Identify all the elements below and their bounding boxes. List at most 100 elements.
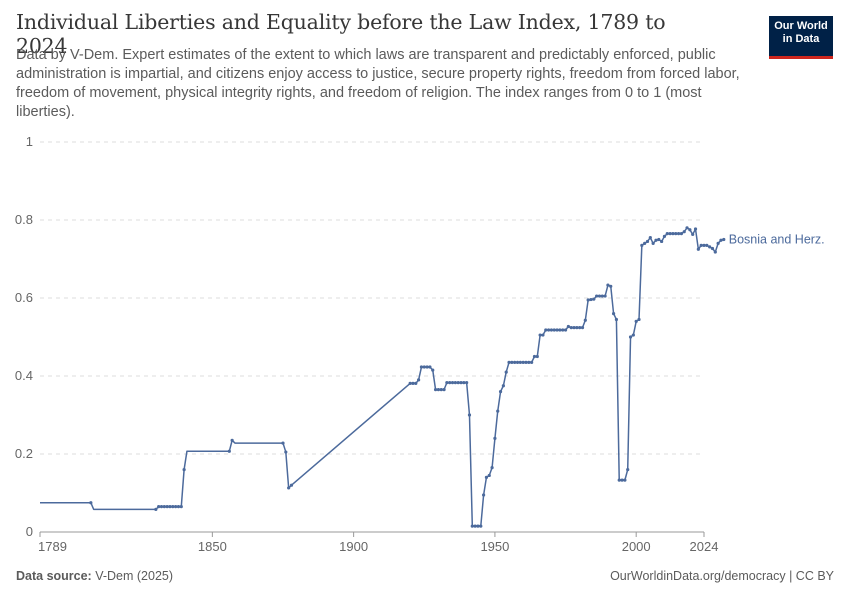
x-tick-label: 2000 <box>622 539 651 554</box>
data-point <box>510 360 514 364</box>
data-point <box>665 232 669 236</box>
data-point <box>693 227 698 231</box>
data-point <box>227 449 231 453</box>
x-tick-label: 1900 <box>339 539 368 554</box>
data-point <box>433 388 438 392</box>
data-point <box>287 486 291 490</box>
data-point <box>428 365 432 369</box>
data-point <box>411 381 415 386</box>
data-point <box>662 234 667 238</box>
data-point <box>708 245 712 249</box>
data-point <box>716 241 720 245</box>
data-point <box>702 243 706 247</box>
data-point <box>442 388 446 392</box>
x-tick-label: 1950 <box>480 539 509 554</box>
data-point <box>710 246 715 251</box>
data-point <box>530 360 534 364</box>
data-point <box>657 237 661 242</box>
y-tick-label: 0 <box>26 524 33 539</box>
data-point <box>606 283 610 287</box>
data-point <box>538 333 542 337</box>
data-point <box>679 232 683 236</box>
data-point <box>623 478 627 482</box>
data-point <box>660 239 664 244</box>
data-point <box>722 237 726 242</box>
data-point <box>544 328 548 332</box>
data-point <box>408 381 412 386</box>
data-point <box>182 468 186 472</box>
data-point <box>668 232 672 236</box>
data-point <box>676 232 681 236</box>
series-label: Bosnia and Herz. <box>729 233 825 247</box>
data-point <box>592 297 596 301</box>
data-point <box>589 297 593 302</box>
data-point <box>417 378 421 382</box>
data-point <box>682 230 686 234</box>
data-point <box>422 365 426 369</box>
data-point <box>473 524 477 528</box>
data-point <box>89 501 93 505</box>
y-tick-label: 0.6 <box>15 290 33 305</box>
data-point <box>284 450 288 454</box>
data-point <box>609 284 613 288</box>
data-point <box>575 326 579 330</box>
data-point <box>645 239 650 244</box>
series-line <box>290 227 724 527</box>
data-point <box>171 505 175 509</box>
data-point <box>476 524 480 528</box>
data-point <box>586 298 590 302</box>
logo-line-2: in Data <box>782 33 820 45</box>
data-point <box>558 328 562 332</box>
data-point <box>154 507 158 511</box>
data-point <box>462 381 466 385</box>
data-point <box>561 328 565 332</box>
data-point <box>555 328 559 332</box>
y-tick-label: 0.2 <box>15 446 33 461</box>
data-point <box>513 360 517 364</box>
data-point <box>456 381 460 385</box>
data-point <box>431 368 435 372</box>
data-point <box>566 324 570 329</box>
data-source: Data source: V-Dem (2025) <box>16 569 173 583</box>
footer-link[interactable]: OurWorldinData.org/democracy | CC BY <box>610 569 834 583</box>
data-point <box>552 328 556 332</box>
data-point <box>467 413 472 417</box>
data-point <box>518 360 522 364</box>
data-point <box>631 333 635 337</box>
data-point <box>487 473 491 478</box>
data-point <box>157 505 161 509</box>
data-point <box>482 493 486 497</box>
data-point <box>620 478 624 482</box>
data-point <box>597 294 602 298</box>
data-point <box>626 468 630 472</box>
data-point <box>691 232 695 237</box>
data-point <box>546 328 551 332</box>
data-point <box>507 360 511 364</box>
data-point <box>532 354 537 359</box>
data-point <box>634 319 638 323</box>
data-point <box>685 226 689 230</box>
y-tick-label: 0.8 <box>15 212 33 227</box>
data-point <box>496 409 500 413</box>
data-source-link[interactable]: V-Dem (2025) <box>95 569 174 583</box>
data-point <box>640 243 644 247</box>
owid-logo[interactable]: Our World in Data <box>769 16 833 59</box>
data-point <box>493 436 497 440</box>
data-point <box>637 317 641 322</box>
data-point <box>541 333 545 337</box>
data-point <box>524 360 528 364</box>
data-point <box>425 365 429 369</box>
data-point <box>578 326 582 330</box>
data-point <box>603 294 607 298</box>
data-point <box>699 243 703 247</box>
data-point <box>165 505 169 509</box>
data-point <box>174 505 178 509</box>
data-point <box>617 478 621 482</box>
data-point <box>501 384 505 388</box>
data-point <box>527 360 531 364</box>
data-point <box>484 475 489 479</box>
data-point <box>498 390 503 394</box>
data-point <box>450 381 455 385</box>
y-tick-label: 0.4 <box>15 368 33 383</box>
data-point <box>515 360 520 364</box>
